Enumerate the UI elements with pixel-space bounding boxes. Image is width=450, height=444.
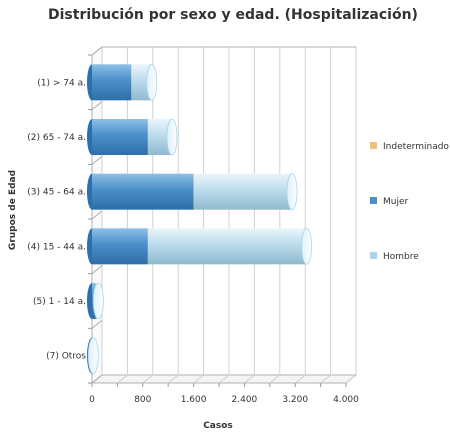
category-separator: [91, 46, 103, 56]
grid-line-floor: [244, 374, 255, 384]
y-axis-title: Grupos de Edad: [8, 170, 18, 250]
bar-mujer: [92, 119, 148, 155]
grid-line-floor: [117, 374, 128, 384]
category-labels: (1) > 74 a. (2) 65 - 74 a. (3) 45 - 64 a. (…: [27, 78, 86, 361]
grid-line-floor: [294, 374, 306, 384]
bar-hombre: [193, 173, 293, 210]
category-label: (1) > 74 a.: [37, 78, 86, 88]
category-label: (2) 65 - 74 a.: [27, 133, 86, 143]
x-tick-label: 1.600: [181, 395, 207, 405]
x-axis-title: Casos: [203, 421, 233, 431]
x-tick-label: 0: [89, 395, 95, 405]
bar-end-cap: [166, 118, 178, 156]
bars: [87, 63, 313, 375]
bar-end-cap: [92, 282, 104, 320]
legend-label-hombre: Hombre: [383, 252, 419, 262]
category-label: (7) Otros: [46, 352, 86, 362]
grid: [88, 45, 358, 387]
category-separator: [91, 101, 103, 111]
bar-hombre: [131, 64, 152, 101]
category-label: (5) 1 - 14 a.: [33, 297, 86, 307]
grid-line-floor: [218, 374, 230, 384]
category-separator: [91, 265, 103, 275]
category-separator: [91, 319, 103, 329]
x-tick-label: 800: [134, 395, 151, 405]
bar-hombre: [147, 228, 307, 265]
grid-line-floor: [345, 374, 357, 384]
category-label: (3) 45 - 64 a.: [27, 188, 86, 198]
legend-swatch-mujer: [370, 197, 377, 204]
category-separator: [91, 210, 103, 220]
legend-swatch-hombre: [370, 252, 377, 259]
grid-line-floor: [269, 374, 281, 384]
category-label: (4) 15 - 44 a.: [27, 242, 86, 252]
bar-mujer: [92, 64, 132, 101]
bar-end-cap: [286, 173, 298, 211]
bar-end-cap: [87, 337, 99, 375]
chart-title: Distribución por sexo y edad. (Hospitali…: [48, 7, 418, 23]
legend: Indeterminado Mujer Hombre: [370, 142, 449, 262]
x-tick-label: 2.400: [232, 395, 258, 405]
bar-mujer: [92, 228, 148, 265]
x-tick-label: 3.200: [282, 395, 308, 405]
bar-end-cap: [146, 63, 158, 101]
legend-swatch-indeterminado: [370, 142, 377, 149]
grid-line-floor: [142, 374, 154, 384]
x-tick-labels: 0 800 1.600 2.400 3.200 4.000: [89, 395, 359, 405]
grid-line-floor: [320, 374, 331, 384]
bar-end-cap: [301, 227, 313, 265]
category-separator: [91, 374, 103, 384]
bar-mujer: [92, 173, 194, 210]
legend-label-mujer: Mujer: [383, 197, 409, 207]
legend-label-indeterminado: Indeterminado: [383, 142, 449, 152]
x-tick-label: 4.000: [333, 395, 359, 405]
category-separator: [91, 155, 103, 165]
grid-line-floor: [167, 374, 179, 384]
grid-line-floor: [193, 374, 204, 384]
